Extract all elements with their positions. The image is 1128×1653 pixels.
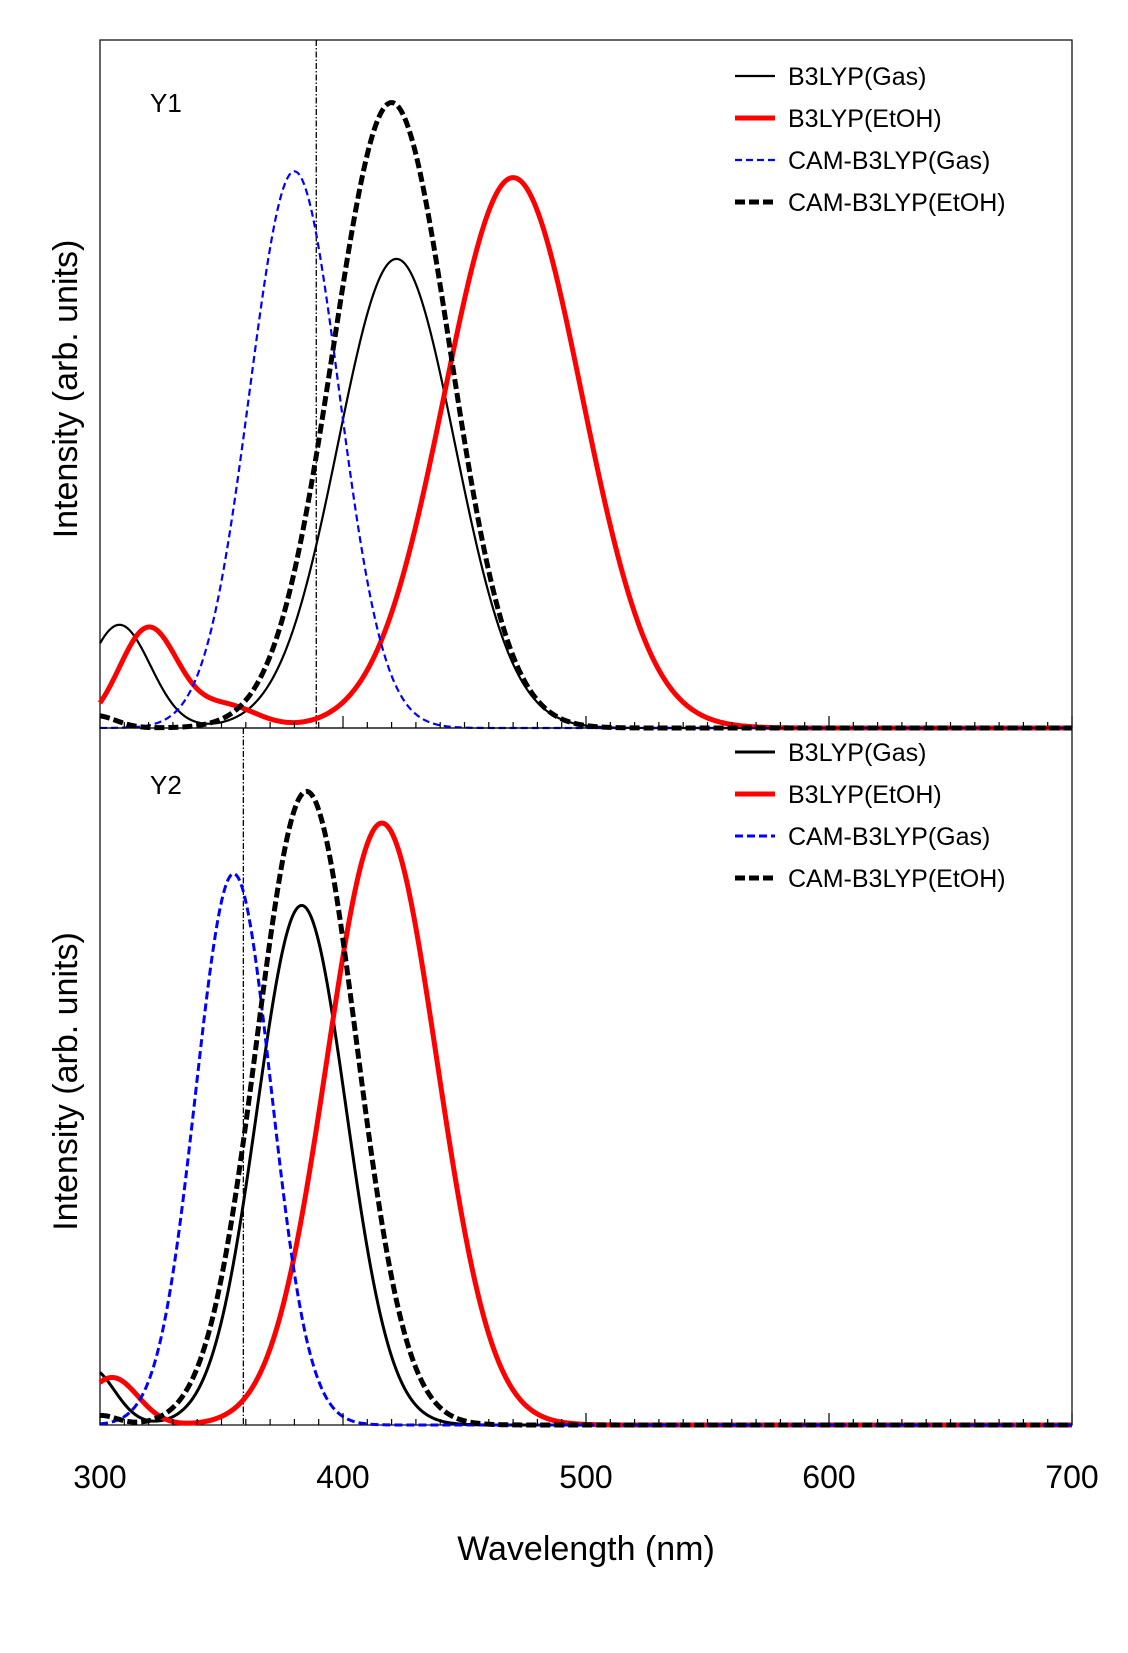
legend-label: CAM-B3LYP(Gas) (788, 147, 990, 175)
x-tick-label: 400 (316, 1459, 369, 1495)
x-tick-label: 500 (559, 1459, 612, 1495)
legend-item: CAM-B3LYP(EtOH) (735, 189, 1006, 217)
legend-item: B3LYP(EtOH) (735, 781, 942, 809)
x-tick-label: 700 (1045, 1459, 1098, 1495)
legend-label: B3LYP(Gas) (788, 63, 926, 91)
series-line (99, 257, 1072, 730)
legend-item: B3LYP(Gas) (735, 739, 926, 767)
x-tick-label: 300 (73, 1459, 126, 1495)
series-line (97, 175, 1074, 731)
legend-item: B3LYP(EtOH) (735, 105, 942, 133)
panel-y1-ticks (99, 716, 1073, 728)
legend-label: CAM-B3LYP(Gas) (788, 823, 990, 851)
legend-label: CAM-B3LYP(EtOH) (788, 865, 1006, 893)
legend-item: CAM-B3LYP(Gas) (735, 147, 990, 175)
x-axis-title: Wavelength (nm) (457, 1530, 715, 1568)
legend-item: CAM-B3LYP(Gas) (735, 823, 990, 851)
legend-label: B3LYP(EtOH) (788, 781, 942, 809)
legend-label: B3LYP(EtOH) (788, 105, 942, 133)
panel-y2-ticks (99, 1413, 1073, 1425)
panel-y1-y-axis-title: Intensity (arb. units) (47, 240, 85, 539)
legend-label: B3LYP(Gas) (788, 739, 926, 767)
x-tick-label: 600 (802, 1459, 855, 1495)
series-line (99, 872, 1073, 1427)
series-line (99, 170, 1072, 730)
panel-y2-legend: B3LYP(Gas) B3LYP(EtOH) CAM-B3LYP(Gas) CA… (735, 739, 1006, 893)
legend-item: CAM-B3LYP(EtOH) (735, 865, 1006, 893)
panel-y1-label: Y1 (150, 88, 182, 118)
legend-item: B3LYP(Gas) (735, 63, 926, 91)
panel-y2: Y2 B3LYP(Gas) B3LYP(EtOH) CAM-B3LYP(Gas)… (47, 727, 1074, 1428)
legend-label: CAM-B3LYP(EtOH) (788, 189, 1006, 217)
panel-y2-label: Y2 (150, 770, 182, 800)
series-line (98, 903, 1073, 1427)
panel-y1-frame (99, 39, 1073, 729)
panel-y2-y-axis-title: Intensity (arb. units) (47, 932, 85, 1231)
x-axis-tick-labels: 300 400 500 600 700 (73, 1459, 1098, 1495)
panel-y1-legend: B3LYP(Gas) B3LYP(EtOH) CAM-B3LYP(Gas) CA… (735, 63, 1006, 217)
panel-y1: Y1 B3LYP(Gas) B3LYP(EtOH) CAM-B3LYP(Gas)… (47, 39, 1074, 731)
